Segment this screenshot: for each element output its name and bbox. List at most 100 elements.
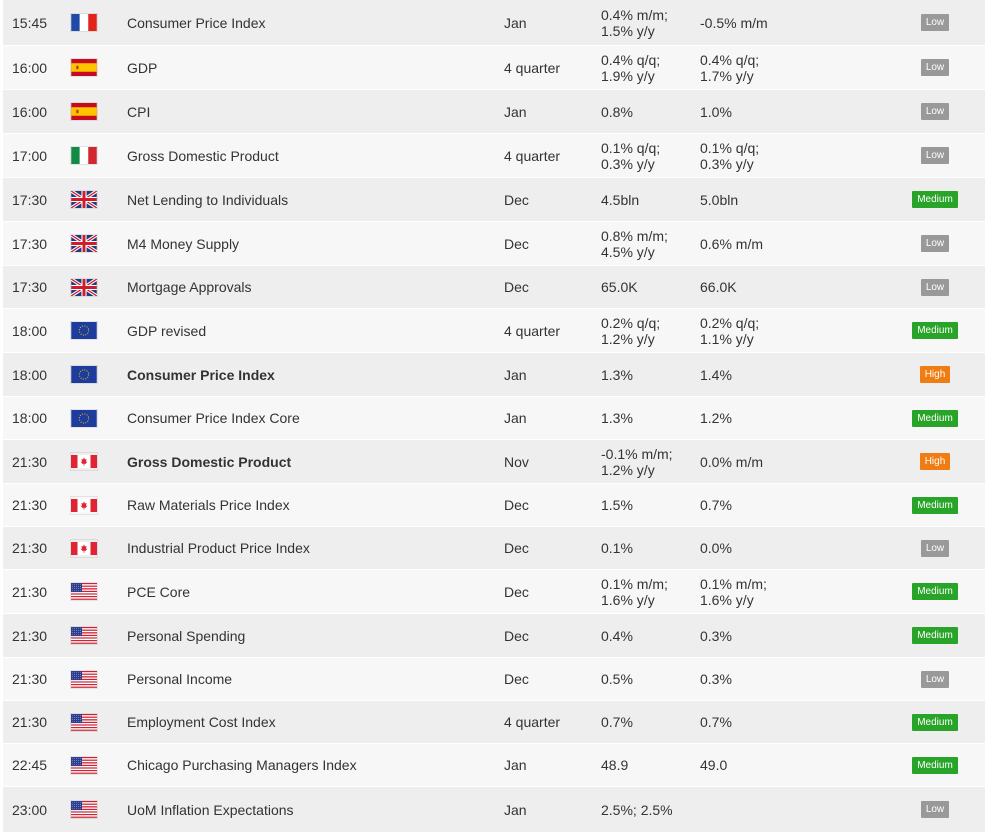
calendar-row[interactable]: 23:00 UoM Inflation Expectations Jan 2.5%; … <box>3 787 985 833</box>
impact-cell: Medium <box>908 309 962 352</box>
forecast-value-line: -0.5% m/m <box>700 14 768 31</box>
previous-value-line: 1.3% <box>601 366 633 383</box>
previous-value-line: 1.2% y/y <box>601 330 655 347</box>
forecast-value-line: 1.4% <box>700 366 732 383</box>
previous-value-line: 0.4% m/m; <box>601 6 668 23</box>
impact-badge: Medium <box>912 191 958 208</box>
previous-value: 0.1% q/q; 0.3% y/y <box>601 134 660 177</box>
calendar-row[interactable]: 22:45 Chicago Purchasing Managers Index Ja… <box>3 744 985 787</box>
forecast-value: 0.0% <box>700 527 732 569</box>
previous-value: 4.5bln <box>601 178 639 221</box>
impact-cell: Low <box>908 0 962 45</box>
forecast-value-line: 0.2% q/q; <box>700 314 760 331</box>
previous-value-line: 1.2% y/y <box>601 461 655 478</box>
event-period: Dec <box>504 191 529 208</box>
usa-flag-icon <box>71 701 97 743</box>
impact-cell: Low <box>908 266 962 308</box>
spain-flag-icon <box>71 46 97 89</box>
previous-value: 0.4% m/m; 1.5% y/y <box>601 0 668 45</box>
forecast-value: 66.0K <box>700 266 737 308</box>
previous-value-line: 1.6% y/y <box>601 591 655 608</box>
impact-cell: Medium <box>908 397 962 439</box>
previous-value: 1.5% <box>601 484 633 526</box>
previous-value: 0.4% <box>601 614 633 657</box>
impact-badge: Low <box>920 147 950 164</box>
event-time: 21:30 <box>12 671 48 687</box>
calendar-row[interactable]: 21:30 Raw Materials Price Index Dec 1.5% 0.7… <box>3 484 985 527</box>
previous-value-line: 0.4% <box>601 627 633 644</box>
usa-flag-icon <box>71 614 97 657</box>
italy-flag-icon <box>71 134 97 177</box>
impact-badge: Low <box>920 59 950 76</box>
usa-flag-icon <box>71 787 97 832</box>
event-name: PCE Core <box>127 583 191 600</box>
calendar-row[interactable]: 15:45 Consumer Price Index Jan 0.4% m/m; 1.5… <box>3 0 985 46</box>
forecast-value-line: 0.6% m/m <box>700 235 764 252</box>
event-period: 4 quarter <box>504 714 561 730</box>
calendar-row[interactable]: 21:30 Gross Domestic Product Nov -0.1% m/m;… <box>3 440 985 484</box>
calendar-row[interactable]: 18:00 GDP revised 4 quarter 0.2% q/q; 1.2% y… <box>3 309 985 353</box>
previous-value-line: 4.5% y/y <box>601 243 655 260</box>
uk-flag-icon <box>71 178 97 221</box>
calendar-row[interactable]: 21:30 PCE Core Dec 0.1% m/m; 1.6% y/y 0.1% m/… <box>3 570 985 614</box>
event-name: Gross Domestic Product <box>127 453 292 470</box>
event-period: Dec <box>504 497 529 513</box>
impact-cell: Medium <box>908 614 962 657</box>
previous-value: 0.1% m/m; 1.6% y/y <box>601 570 668 613</box>
forecast-value-line: 0.1% q/q; <box>700 139 760 156</box>
impact-cell: Low <box>908 787 962 832</box>
forecast-value-line: 0.3% <box>700 671 732 687</box>
event-period: 4 quarter <box>504 322 561 339</box>
event-name: Consumer Price Index <box>127 366 275 383</box>
calendar-row[interactable]: 17:30 M4 Money Supply Dec 0.8% m/m; 4.5% y/y… <box>3 222 985 266</box>
forecast-value-line: 5.0bln <box>700 191 739 208</box>
calendar-row[interactable]: 16:00 CPI Jan 0.8% 1.0% Low <box>3 90 985 134</box>
event-period: Dec <box>504 671 529 687</box>
calendar-row[interactable]: 21:30 Personal Income Dec 0.5% 0.3% Low <box>3 658 985 701</box>
calendar-row[interactable]: 21:30 Industrial Product Price Index Dec 0.… <box>3 527 985 570</box>
previous-value-line: 0.1% q/q; <box>601 139 661 156</box>
forecast-value: 0.1% q/q; 0.3% y/y <box>700 134 759 177</box>
france-flag-icon <box>71 0 97 45</box>
forecast-value: 0.1% m/m; 1.6% y/y <box>700 570 767 613</box>
forecast-value-line: 0.0% m/m <box>700 453 764 470</box>
previous-value: 0.8% <box>601 90 633 133</box>
forecast-value-line: 1.2% <box>700 410 732 426</box>
calendar-row[interactable]: 17:00 Gross Domestic Product 4 quarter 0.1%… <box>3 134 985 178</box>
event-name: Gross Domestic Product <box>127 147 279 164</box>
canada-flag-icon <box>71 484 97 526</box>
previous-value: 65.0K <box>601 266 638 308</box>
event-name: Industrial Product Price Index <box>127 540 310 556</box>
previous-value: 0.5% <box>601 658 633 700</box>
calendar-row[interactable]: 18:00 Consumer Price Index Core Jan 1.3% 1.2… <box>3 397 985 440</box>
economic-calendar-table: 15:45 Consumer Price Index Jan 0.4% m/m; 1.5… <box>3 0 985 833</box>
calendar-row[interactable]: 17:30 Mortgage Approvals Dec 65.0K 66.0K Low <box>3 266 985 309</box>
impact-cell: Low <box>908 527 962 569</box>
calendar-row[interactable]: 21:30 Personal Spending Dec 0.4% 0.3% Medium <box>3 614 985 658</box>
impact-cell: Medium <box>908 701 962 743</box>
impact-badge: Medium <box>912 756 958 774</box>
impact-badge: Low <box>920 670 950 688</box>
forecast-value-line: 1.7% y/y <box>700 67 754 84</box>
impact-badge: High <box>919 366 951 383</box>
event-name: Chicago Purchasing Managers Index <box>127 757 357 773</box>
forecast-value: 0.7% <box>700 484 732 526</box>
calendar-row[interactable]: 17:30 Net Lending to Individuals Dec 4.5bln… <box>3 178 985 222</box>
event-name: GDP revised <box>127 322 207 339</box>
impact-cell: Medium <box>908 744 962 786</box>
event-time: 17:30 <box>12 191 48 208</box>
forecast-value-line: 1.6% y/y <box>700 591 754 608</box>
event-period: Jan <box>504 14 527 31</box>
previous-value: 0.8% m/m; 4.5% y/y <box>601 222 668 265</box>
calendar-row[interactable]: 21:30 Employment Cost Index 4 quarter 0.7% 0… <box>3 701 985 744</box>
calendar-row[interactable]: 16:00 GDP 4 quarter 0.4% q/q; 1.9% y/y 0.4% q… <box>3 46 985 90</box>
forecast-value-line: 0.1% m/m; <box>700 575 767 592</box>
previous-value: 1.3% <box>601 397 633 439</box>
event-time: 21:30 <box>12 540 48 556</box>
uk-flag-icon <box>71 222 97 265</box>
event-period: 4 quarter <box>504 147 561 164</box>
forecast-value-line: 49.0 <box>700 757 728 773</box>
forecast-value: 5.0bln <box>700 178 738 221</box>
event-name: UoM Inflation Expectations <box>127 801 294 818</box>
calendar-row[interactable]: 18:00 Consumer Price Index Jan 1.3% 1.4% High <box>3 353 985 397</box>
